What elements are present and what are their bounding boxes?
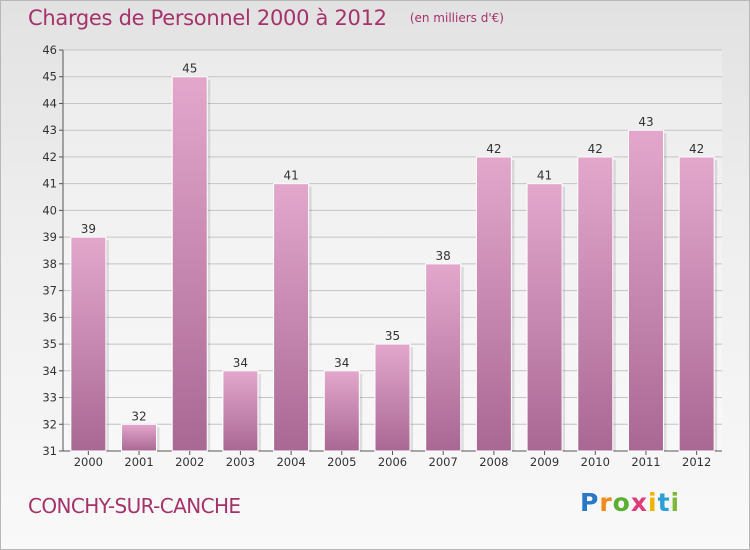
proxiti-logo[interactable]: Proxiti [580, 488, 680, 517]
bar [171, 76, 208, 452]
bar [121, 423, 158, 452]
logo-letter: t [657, 488, 671, 517]
data-label: 34 [233, 356, 248, 370]
y-tick-label: 39 [42, 230, 57, 244]
bar [273, 183, 310, 452]
x-tick-label: 2005 [327, 455, 356, 469]
bar [70, 236, 107, 452]
x-tick-label: 2007 [429, 455, 458, 469]
bar [526, 183, 563, 452]
commune-name: CONCHY-SUR-CANCHE [28, 494, 241, 518]
logo-letter: r [599, 488, 613, 517]
y-tick-label: 44 [42, 96, 57, 110]
bar [678, 156, 715, 452]
y-tick-label: 42 [42, 150, 57, 164]
y-tick-label: 46 [42, 43, 57, 57]
bar [222, 370, 259, 452]
logo-letter: P [580, 488, 600, 517]
data-label: 43 [638, 115, 653, 129]
data-label: 35 [385, 329, 400, 343]
y-tick-label: 36 [42, 310, 57, 324]
y-tick-label: 35 [42, 337, 57, 351]
data-label: 38 [436, 249, 451, 263]
bar [627, 129, 664, 452]
data-label: 42 [588, 142, 603, 156]
y-tick-label: 41 [42, 177, 57, 191]
data-label: 41 [283, 169, 298, 183]
y-tick-label: 45 [42, 70, 57, 84]
y-tick-label: 37 [42, 284, 57, 298]
bar [577, 156, 614, 452]
data-label: 42 [689, 142, 704, 156]
x-tick-label: 2001 [124, 455, 153, 469]
logo-letter: i [670, 488, 681, 517]
y-tick-label: 34 [42, 364, 57, 378]
data-label: 45 [182, 62, 197, 76]
chart-unit: (en milliers d'€) [409, 11, 504, 25]
x-tick-label: 2012 [682, 455, 711, 469]
logo-letter: i [648, 488, 658, 517]
bar [475, 156, 512, 452]
x-tick-label: 2010 [581, 455, 610, 469]
y-tick-label: 32 [42, 417, 57, 431]
x-tick-label: 2011 [631, 455, 660, 469]
y-tick-label: 40 [42, 203, 57, 217]
x-tick-label: 2006 [378, 455, 407, 469]
logo-letter: o [612, 488, 631, 517]
y-tick-label: 31 [42, 444, 57, 458]
x-tick-label: 2009 [530, 455, 559, 469]
x-tick-label: 2002 [175, 455, 204, 469]
y-tick-label: 43 [42, 123, 57, 137]
data-label: 41 [537, 169, 552, 183]
x-tick-label: 2004 [276, 455, 305, 469]
y-tick-label: 38 [42, 257, 57, 271]
y-tick-label: 33 [42, 391, 57, 405]
bar [374, 343, 411, 452]
logo-letter: x [630, 488, 648, 517]
bar [323, 370, 360, 452]
data-label: 32 [131, 409, 146, 423]
data-label: 42 [486, 142, 501, 156]
title-row: Charges de Personnel 2000 à 2012 (en mil… [28, 6, 504, 30]
x-tick-label: 2003 [226, 455, 255, 469]
chart-title: Charges de Personnel 2000 à 2012 [28, 6, 387, 30]
data-label: 34 [334, 356, 349, 370]
bar [425, 263, 462, 452]
x-tick-label: 2008 [479, 455, 508, 469]
x-tick-label: 2000 [74, 455, 103, 469]
data-label: 39 [81, 222, 96, 236]
